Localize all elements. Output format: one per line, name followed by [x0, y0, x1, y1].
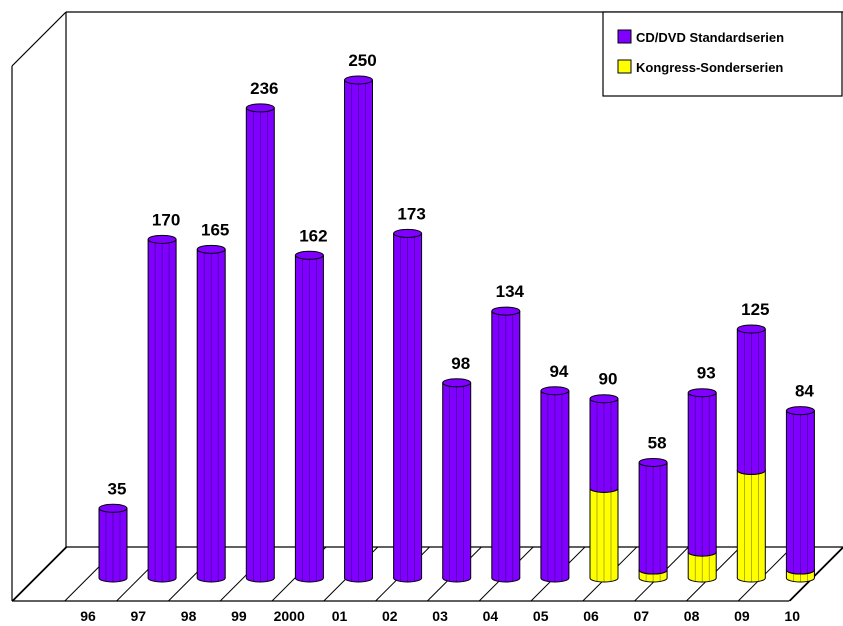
x-tick-06: 06: [583, 608, 599, 624]
x-tick-96: 96: [80, 608, 96, 624]
x-tick-98: 98: [181, 608, 197, 624]
legend-swatch-sonderserien: [617, 59, 632, 74]
bar-07-standardserien: [638, 457, 668, 575]
bar-08-standardserien: [687, 388, 717, 557]
bar-98-standardserien: [196, 244, 226, 583]
x-tick-05: 05: [533, 608, 549, 624]
x-tick-04: 04: [483, 608, 499, 624]
bar-04-standardserien: [491, 306, 521, 583]
floor-dividers: [12, 546, 843, 602]
value-label-07: 58: [648, 433, 667, 452]
value-label-2000: 162: [299, 226, 327, 245]
chart-frame: [11, 11, 843, 602]
value-label-98: 165: [201, 220, 229, 239]
side-wall-top-edge: [11, 11, 67, 67]
value-labels: 35 170 165 236 162 250 173 98 134 94 90 58 93 125 84: [108, 51, 815, 498]
value-label-97: 170: [152, 210, 180, 229]
bar-97-standardserien: [147, 234, 177, 583]
bar-96-standardserien: [98, 503, 128, 583]
x-tick-01: 01: [332, 608, 348, 624]
bar-09-sonderserien: [736, 465, 766, 583]
bar-03-standardserien: [442, 378, 472, 583]
value-label-01: 250: [348, 51, 376, 70]
legend: CD/DVD Standardserien Kongress-Sonderser…: [602, 11, 843, 97]
legend-box: [602, 11, 843, 97]
legend-label-standardserien: CD/DVD Standardserien: [636, 30, 784, 45]
value-label-96: 35: [108, 479, 127, 498]
x-axis-tick-labels: 96 97 98 99 2000 01 02 03 04 05 06 07 08 09 10: [80, 608, 800, 624]
x-tick-02: 02: [382, 608, 398, 624]
floor-left-edge: [11, 546, 67, 602]
value-label-99: 236: [250, 79, 278, 98]
value-label-08: 93: [697, 364, 716, 383]
bar-2000-standardserien: [294, 250, 324, 583]
legend-swatch-standardserien: [617, 29, 632, 44]
x-tick-09: 09: [734, 608, 750, 624]
floor-divider: [12, 546, 68, 602]
bar-01-standardserien: [344, 75, 373, 583]
bars: [98, 75, 815, 583]
x-tick-99: 99: [231, 608, 247, 624]
value-label-06: 90: [599, 370, 618, 389]
x-tick-2000: 2000: [274, 608, 305, 624]
value-label-10: 84: [795, 382, 814, 401]
floor-divider: [789, 547, 843, 602]
bar-06-sonderserien: [589, 483, 619, 583]
bar-06-standardserien: [589, 394, 619, 493]
bar-99-standardserien: [245, 103, 275, 583]
x-tick-07: 07: [634, 608, 650, 624]
value-label-09: 125: [741, 300, 769, 319]
bar-02-standardserien: [393, 228, 423, 583]
x-tick-03: 03: [432, 608, 448, 624]
bar-05-standardserien: [540, 386, 570, 583]
value-label-03: 98: [451, 354, 470, 373]
value-label-02: 173: [397, 204, 425, 223]
bar-09-standardserien: [736, 324, 766, 475]
legend-label-sonderserien: Kongress-Sonderserien: [636, 60, 783, 75]
value-label-04: 134: [496, 282, 525, 301]
x-tick-08: 08: [684, 608, 700, 624]
x-tick-97: 97: [131, 608, 147, 624]
bar-10-standardserien: [785, 406, 815, 575]
floor-right-edge: [788, 546, 843, 602]
x-tick-10: 10: [784, 608, 800, 624]
value-label-05: 94: [549, 362, 568, 381]
